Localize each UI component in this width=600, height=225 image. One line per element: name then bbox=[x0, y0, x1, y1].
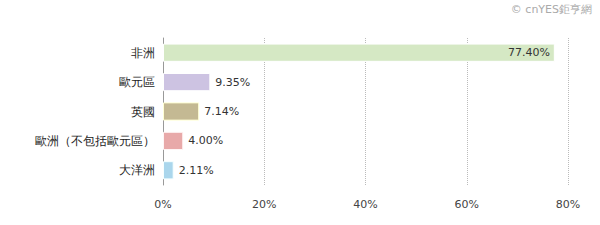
svg-text:歐洲（不包括歐元區）: 歐洲（不包括歐元區） bbox=[35, 134, 155, 148]
svg-text:大洋洲: 大洋洲 bbox=[119, 163, 155, 177]
svg-text:英國: 英國 bbox=[131, 105, 155, 119]
svg-text:60%: 60% bbox=[455, 198, 479, 211]
svg-text:7.14%: 7.14% bbox=[204, 105, 239, 118]
svg-text:© cnYES鉅亨網: © cnYES鉅亨網 bbox=[511, 3, 592, 16]
svg-text:非洲: 非洲 bbox=[131, 46, 155, 60]
svg-text:0%: 0% bbox=[154, 198, 171, 211]
svg-text:4.00%: 4.00% bbox=[188, 134, 223, 147]
svg-text:40%: 40% bbox=[353, 198, 377, 211]
svg-text:80%: 80% bbox=[556, 198, 580, 211]
svg-text:20%: 20% bbox=[252, 198, 276, 211]
svg-text:9.35%: 9.35% bbox=[215, 76, 250, 89]
svg-text:77.40%: 77.40% bbox=[508, 46, 550, 59]
svg-text:歐元區: 歐元區 bbox=[119, 75, 155, 89]
svg-text:2.11%: 2.11% bbox=[179, 164, 214, 177]
